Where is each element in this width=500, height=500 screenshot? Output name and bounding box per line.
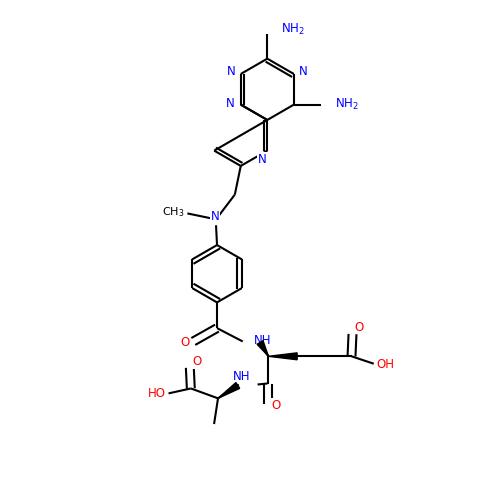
Text: O: O xyxy=(192,355,202,368)
Text: N: N xyxy=(226,97,234,110)
Text: N: N xyxy=(258,153,266,166)
Text: N: N xyxy=(226,65,235,78)
Text: OH: OH xyxy=(376,358,394,371)
Text: NH$_2$: NH$_2$ xyxy=(335,97,358,112)
Polygon shape xyxy=(218,382,240,398)
Text: O: O xyxy=(355,320,364,334)
Text: N: N xyxy=(210,210,220,224)
Polygon shape xyxy=(268,353,297,360)
Polygon shape xyxy=(257,340,268,356)
Text: HO: HO xyxy=(148,387,166,400)
Text: NH: NH xyxy=(232,370,250,383)
Text: NH$_2$: NH$_2$ xyxy=(281,22,305,36)
Text: N: N xyxy=(300,65,308,78)
Text: O: O xyxy=(180,336,190,349)
Text: CH$_3$: CH$_3$ xyxy=(162,206,185,220)
Text: NH: NH xyxy=(254,334,271,347)
Text: O: O xyxy=(272,399,281,412)
